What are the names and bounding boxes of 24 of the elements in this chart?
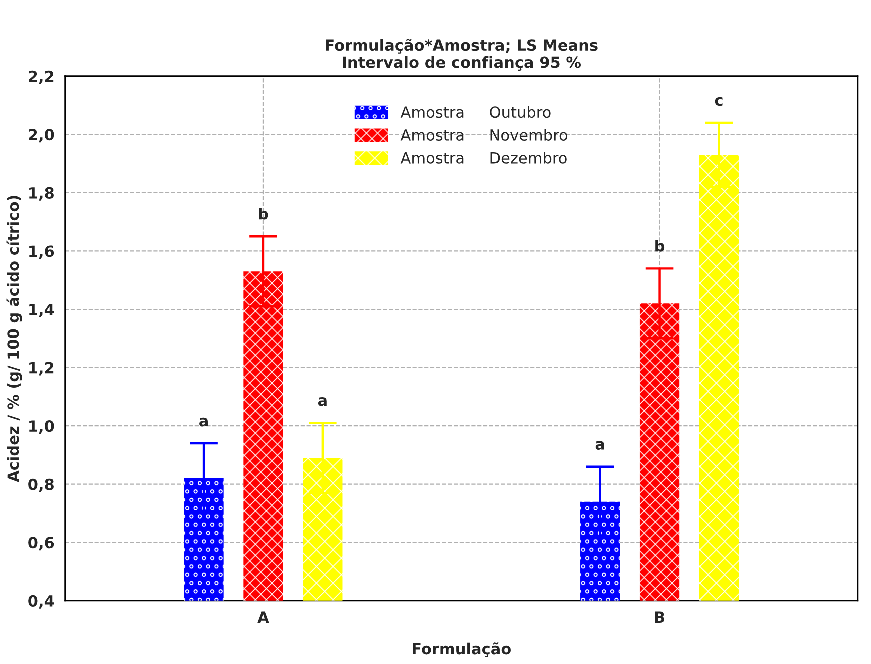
y-tick-label: 1,6 [30, 246, 54, 260]
chart-title: Formulação*Amostra; LS Means Intervalo de confiança 95 % [326, 39, 598, 72]
annotation: a [596, 441, 604, 450]
y-tick-label: 0,4 [28, 595, 54, 609]
y-tick-label: 1,2 [30, 362, 54, 376]
annotation: b [656, 240, 665, 252]
annotation: a [318, 398, 327, 406]
y-tick-label: 1,0 [30, 420, 54, 434]
annotation: b [259, 208, 268, 220]
y-tick-label: 0,8 [28, 478, 54, 492]
y-tick-label: 2,2 [29, 70, 54, 84]
legend-label: Amostra Novembro [400, 129, 568, 142]
annotation: a [200, 418, 208, 427]
x-tick-label: B [655, 612, 665, 623]
annotation: c [715, 97, 723, 106]
x-tick-label: A [258, 612, 270, 623]
y-tick-label: 0,6 [28, 537, 54, 551]
y-tick-label: 2,0 [29, 129, 54, 143]
y-tick-label: 1,8 [30, 187, 54, 201]
legend-label: Amostra Outubro [400, 106, 551, 118]
x-axis-title: Formulação [413, 642, 511, 658]
legend-label: Amostra Dezembro [400, 152, 567, 164]
y-axis-title: Acidez / % (g/ 100 g ácido cítrico) [6, 196, 22, 482]
y-tick-label: 1,4 [30, 304, 54, 318]
